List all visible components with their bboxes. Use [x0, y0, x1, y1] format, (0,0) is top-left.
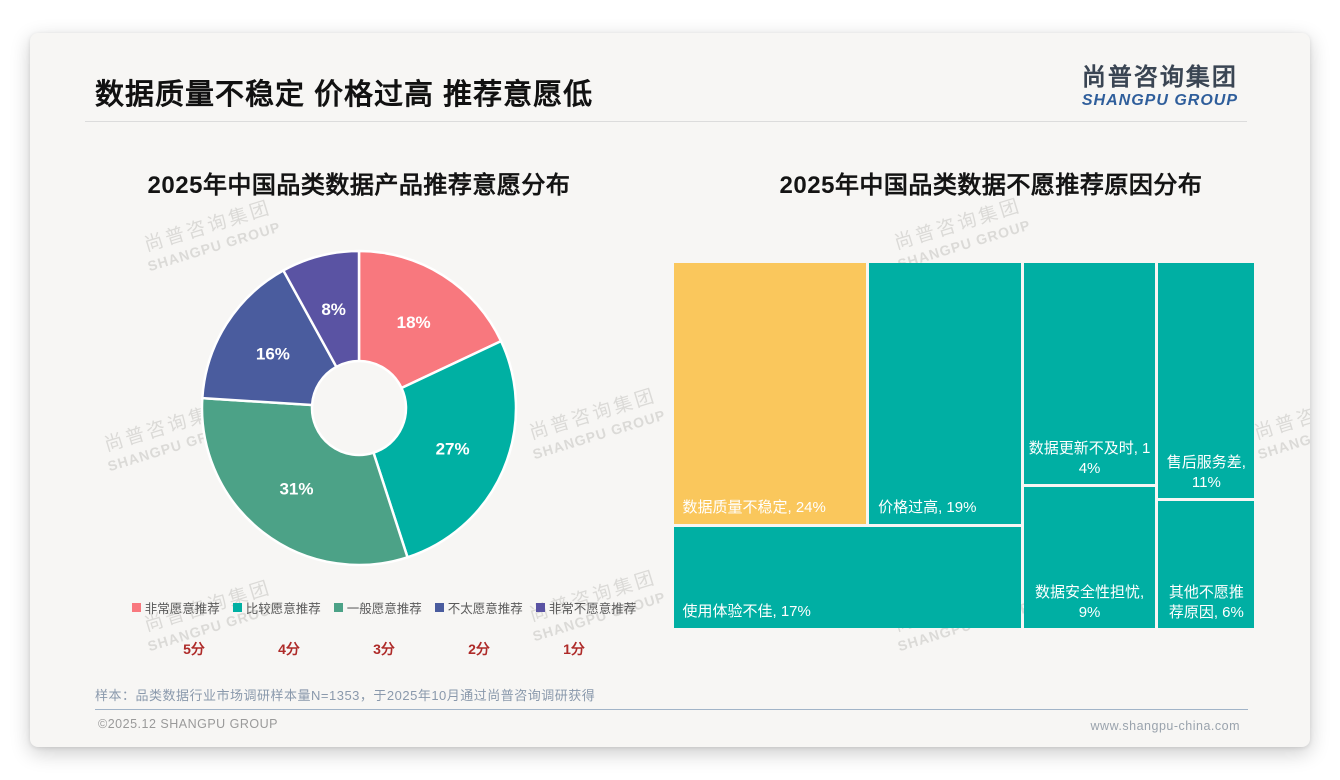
legend-item: 不太愿意推荐 [434, 598, 523, 617]
slide-card: 尚普咨询集团 SHANGPU GROUP 尚普咨询集团 SHANGPU GROUP … [30, 33, 1310, 747]
donut-legend: 非常愿意推荐 比较愿意推荐 一般愿意推荐 不太愿意推荐 非常不愿意推荐 [74, 598, 694, 617]
legend-item: 一般愿意推荐 [333, 598, 422, 617]
legend-item: 比较愿意推荐 [232, 598, 321, 617]
legend-label: 非常不愿意推荐 [548, 602, 637, 616]
treemap-cell-label: 售后服务差, 11% [1166, 453, 1246, 491]
treemap-cell-label: 其他不愿推荐原因, 6% [1168, 583, 1244, 622]
treemap-cell-label: 数据质量不稳定, 24% [682, 498, 826, 516]
donut-data-label: 16% [256, 344, 290, 363]
treemap-chart-title: 2025年中国品类数据不愿推荐原因分布 [779, 172, 1203, 199]
legend-item: 非常不愿意推荐 [535, 598, 637, 617]
legend-swatch [333, 603, 343, 612]
treemap-cell-4: 售后服务差, 11% [1158, 262, 1255, 499]
donut-chart-title: 2025年中国品类数据产品推荐意愿分布 [147, 172, 571, 199]
company-logo: 尚普咨询集团 SHANGPU GROUP [1082, 57, 1238, 110]
treemap-cell-label: 数据更新不及时, 14% [1028, 439, 1151, 477]
legend-swatch [434, 603, 444, 612]
score-label: 4分 [278, 641, 300, 657]
legend-label: 一般愿意推荐 [346, 602, 422, 616]
treemap-cell-5: 数据安全性担忧, 9% [1023, 487, 1156, 629]
logo-cn-text: 尚普咨询集团 [1081, 64, 1238, 91]
donut-data-label: 31% [279, 480, 313, 499]
legend-swatch [535, 603, 545, 612]
legend-label: 非常愿意推荐 [144, 602, 220, 616]
footer-website: www.shangpu-china.com [1090, 719, 1240, 733]
score-row: 5分 4分 3分 2分 1分 [74, 639, 694, 659]
donut-slice-1 [372, 339, 518, 559]
header-divider [85, 121, 1247, 122]
footer-divider [95, 709, 1248, 710]
donut-slice-0 [357, 249, 503, 390]
donut-slice-4 [282, 249, 361, 369]
footer-copyright: ©2025.12 SHANGPU GROUP [98, 717, 278, 731]
donut-data-label: 18% [397, 313, 431, 332]
treemap-cell-0: 数据质量不稳定, 24% [673, 262, 867, 524]
donut-slice-2 [200, 396, 409, 567]
treemap-cell-6: 其他不愿推荐原因, 6% [1158, 501, 1255, 629]
legend-label: 比较愿意推荐 [245, 602, 321, 616]
legend-swatch [131, 603, 141, 612]
legend-item: 非常愿意推荐 [131, 598, 220, 617]
treemap-chart: 数据质量不稳定, 24% 价格过高, 19% 使用体验不佳, 17% 数据更新不及时,… [672, 261, 1256, 630]
score-label: 1分 [563, 641, 585, 657]
legend-label: 不太愿意推荐 [447, 602, 523, 616]
treemap-cell-1: 价格过高, 19% [869, 262, 1021, 524]
treemap-cell-label: 数据安全性担忧, 9% [1034, 583, 1145, 622]
treemap-cell-label: 使用体验不佳, 17% [682, 603, 811, 621]
donut-slice-3 [201, 269, 338, 407]
sample-note: 样本：品类数据行业市场调研样本量N=1353，于2025年10月通过尚普咨询调研… [95, 688, 596, 703]
score-label: 5分 [183, 641, 205, 657]
treemap-cell-2: 使用体验不佳, 17% [673, 526, 1021, 629]
treemap-cell-label: 价格过高, 19% [878, 498, 977, 516]
donut-data-label: 8% [321, 300, 346, 319]
legend-swatch [232, 603, 242, 612]
donut-data-label: 27% [436, 440, 470, 459]
score-label: 2分 [468, 641, 490, 657]
logo-en-text: SHANGPU GROUP [1081, 92, 1238, 109]
page-title: 数据质量不稳定 价格过高 推荐意愿低 [95, 79, 594, 111]
donut-chart: 18% 27% 31% 16% 8% [200, 249, 518, 567]
score-label: 3分 [373, 641, 395, 657]
treemap-cell-3: 数据更新不及时, 14% [1023, 262, 1156, 485]
